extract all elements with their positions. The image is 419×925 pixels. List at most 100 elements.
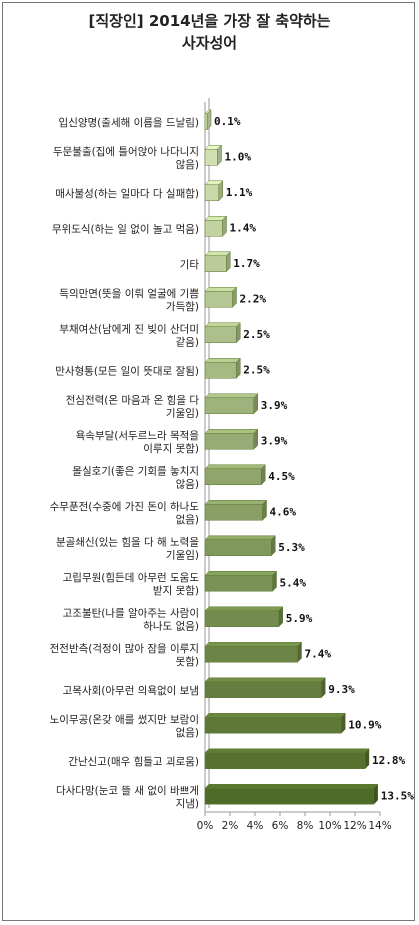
bar-value-label: 0.1% xyxy=(214,115,241,128)
bar-value-label: 12.8% xyxy=(372,754,405,767)
category-label: 매사불성(하는 일마다 다 실패함) xyxy=(55,187,199,200)
bar xyxy=(204,748,370,770)
bar-top-face xyxy=(204,748,370,753)
bar xyxy=(204,535,276,557)
bar xyxy=(204,712,346,734)
bar-value-label: 2.2% xyxy=(240,292,267,305)
category-label: 간난신고(매우 힘들고 괴로움) xyxy=(68,756,199,768)
bar-value-label: 5.9% xyxy=(286,612,313,625)
x-tick-label: 10% xyxy=(318,820,341,832)
x-tick-label: 4% xyxy=(247,820,264,832)
bar-front-face xyxy=(204,397,254,414)
category-label: 득의만면(뜻을 이뤄 얼굴에 기쁨 가득함) xyxy=(59,287,199,313)
bar xyxy=(204,499,268,521)
bar xyxy=(204,322,241,344)
category-label: 기타 xyxy=(180,259,200,271)
bar-value-label: 10.9% xyxy=(348,718,381,731)
bar xyxy=(204,286,238,308)
category-label: 몰실호기(좋은 기회를 놓치지 않음) xyxy=(72,465,199,490)
x-tick-label: 12% xyxy=(343,820,366,832)
bar-value-label: 1.0% xyxy=(225,150,252,163)
bar-top-face xyxy=(204,287,238,292)
bar-value-label: 5.4% xyxy=(280,576,307,589)
x-tick-label: 14% xyxy=(368,820,391,832)
bar-front-face xyxy=(204,326,237,343)
bar-top-face xyxy=(204,606,284,611)
bar-top-face xyxy=(204,358,241,363)
category-label: 전심전력(온 마음과 온 힘을 다 기울임) xyxy=(66,394,200,419)
bar-value-label: 13.5% xyxy=(381,789,414,802)
bar-top-face xyxy=(204,535,276,540)
category-label: 고조불탄(나를 알아주는 사람이 하나도 없음) xyxy=(63,606,199,632)
bar xyxy=(204,606,284,628)
bar-front-face xyxy=(204,504,263,521)
bar-top-face xyxy=(204,784,379,789)
bar-value-label: 9.3% xyxy=(328,683,355,696)
category-label: 고목사회(아무런 의욕없이 보냄 xyxy=(63,684,199,697)
bar xyxy=(204,180,224,202)
bar-front-face xyxy=(204,149,218,166)
bar-value-label: 1.4% xyxy=(230,221,257,234)
bar-front-face xyxy=(204,433,254,450)
category-label: 고립무원(힘든데 아무런 도움도 받지 못함) xyxy=(63,571,200,597)
category-label: 다사다망(눈코 뜰 새 없이 바쁘게 지냄) xyxy=(56,784,199,810)
bar-value-label: 2.5% xyxy=(243,328,270,341)
bar xyxy=(204,251,231,273)
bar-value-label: 4.6% xyxy=(270,505,297,518)
category-label: 분골쇄신(있는 힘을 다 해 노력을 기울임) xyxy=(56,535,199,561)
bar-top-face xyxy=(204,677,326,682)
bar-value-label: 1.1% xyxy=(226,186,253,199)
bar xyxy=(204,428,259,450)
bar xyxy=(204,464,266,486)
bar-front-face xyxy=(204,362,237,379)
category-label: 수무푼전(수중에 가진 돈이 하나도 없음) xyxy=(50,500,200,526)
bar-front-face xyxy=(204,681,322,698)
bar-front-face xyxy=(204,113,208,130)
bar-front-face xyxy=(204,255,227,272)
chart-title: [직장인] 2014년을 가장 잘 축약하는 사자성어 xyxy=(88,12,331,52)
bar xyxy=(204,570,278,592)
bar-value-label: 5.3% xyxy=(278,541,305,554)
bar-front-face xyxy=(204,717,342,734)
category-label: 전전반측(걱정이 많아 잠을 이루지 못함) xyxy=(50,643,199,668)
x-tick-label: 6% xyxy=(272,820,289,832)
bar-value-label: 3.9% xyxy=(261,434,288,447)
category-label: 무위도식(하는 일 없이 놀고 먹음) xyxy=(52,222,199,235)
bar-top-face xyxy=(204,322,241,327)
bar xyxy=(204,357,241,379)
category-label: 입신양명(출세해 이름을 드날림) xyxy=(59,116,199,129)
bar-front-face xyxy=(204,468,262,485)
bar-front-face xyxy=(204,788,374,805)
category-label: 두문불출(집에 틀어앉아 나다니지 않음) xyxy=(53,146,199,171)
category-label: 만사형통(모든 일이 뜻대로 잘됨) xyxy=(55,364,199,377)
bar xyxy=(204,109,212,131)
bar-top-face xyxy=(204,500,268,505)
bar-front-face xyxy=(204,539,272,556)
category-label: 욕속부달(서두르느라 목적을 이루지 못함) xyxy=(76,430,200,455)
bar-top-face xyxy=(204,393,259,398)
x-tick-label: 0% xyxy=(197,820,214,832)
bar-value-label: 1.7% xyxy=(233,257,260,270)
bar-top-face xyxy=(204,251,231,256)
bar xyxy=(204,677,326,699)
bar-top-face xyxy=(204,713,346,718)
bar-value-label: 4.5% xyxy=(268,470,295,483)
bar-front-face xyxy=(204,610,279,627)
category-label: 노이무공(온갖 애를 썼지만 보람이 없음) xyxy=(50,713,199,739)
category-label: 부채여산(남에게 진 빚이 산더미 같음) xyxy=(59,323,199,348)
bar xyxy=(204,393,259,415)
bar-front-face xyxy=(204,752,366,769)
bar-value-label: 2.5% xyxy=(243,363,270,376)
bar-top-face xyxy=(204,464,266,469)
bar-front-face xyxy=(204,646,298,663)
bar-top-face xyxy=(204,571,278,576)
bar-front-face xyxy=(204,220,223,237)
bar-front-face xyxy=(204,291,233,308)
x-tick-label: 2% xyxy=(222,820,239,832)
bar xyxy=(204,215,228,237)
bar xyxy=(204,144,223,166)
bar xyxy=(204,641,303,663)
bar-front-face xyxy=(204,575,273,592)
bar-value-label: 7.4% xyxy=(305,647,332,660)
